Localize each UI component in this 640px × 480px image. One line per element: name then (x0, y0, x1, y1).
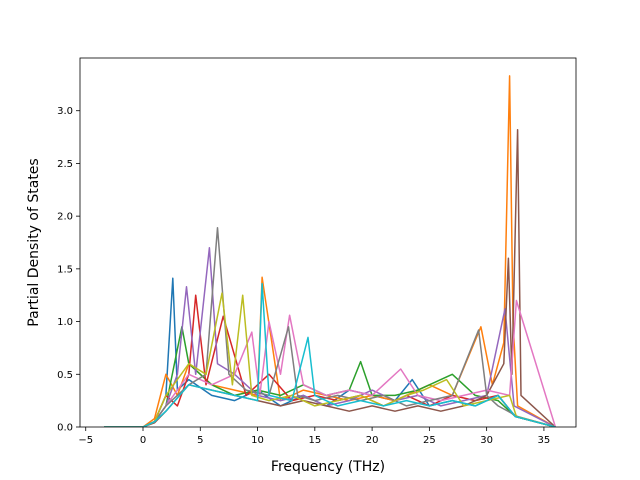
y-tick-label: 2.5 (57, 159, 73, 170)
y-tick-label: 3.0 (57, 106, 73, 117)
x-tick-label: 25 (423, 435, 436, 446)
x-axis-label: Frequency (THz) (271, 459, 385, 475)
x-tick-label: −5 (78, 435, 93, 446)
series-line-7 (104, 299, 557, 427)
plot-frame (79, 57, 577, 428)
series-line-6 (104, 128, 556, 427)
y-tick-label: 0.0 (57, 423, 73, 434)
y-axis: 0.0 0.5 1.0 1.5 2.0 2.5 3.0 (57, 106, 80, 434)
series-layer (104, 75, 557, 427)
x-tick-label: 15 (308, 435, 321, 446)
x-tick-label: 0 (140, 435, 146, 446)
y-axis-label: Partial Density of States (26, 158, 42, 326)
x-axis: −5 0 5 10 15 20 25 30 35 (78, 427, 550, 446)
x-tick-label: 10 (251, 435, 264, 446)
y-tick-label: 1.5 (57, 264, 73, 275)
series-line-9 (104, 292, 556, 427)
x-tick-label: 30 (480, 435, 493, 446)
x-tick-label: 20 (366, 435, 379, 446)
y-tick-label: 0.5 (57, 370, 73, 381)
x-tick-label: 35 (538, 435, 551, 446)
y-tick-label: 2.0 (57, 212, 73, 223)
x-tick-label: 5 (197, 435, 203, 446)
y-tick-label: 1.0 (57, 317, 73, 328)
series-line-3 (104, 326, 556, 427)
series-line-10 (104, 282, 556, 427)
